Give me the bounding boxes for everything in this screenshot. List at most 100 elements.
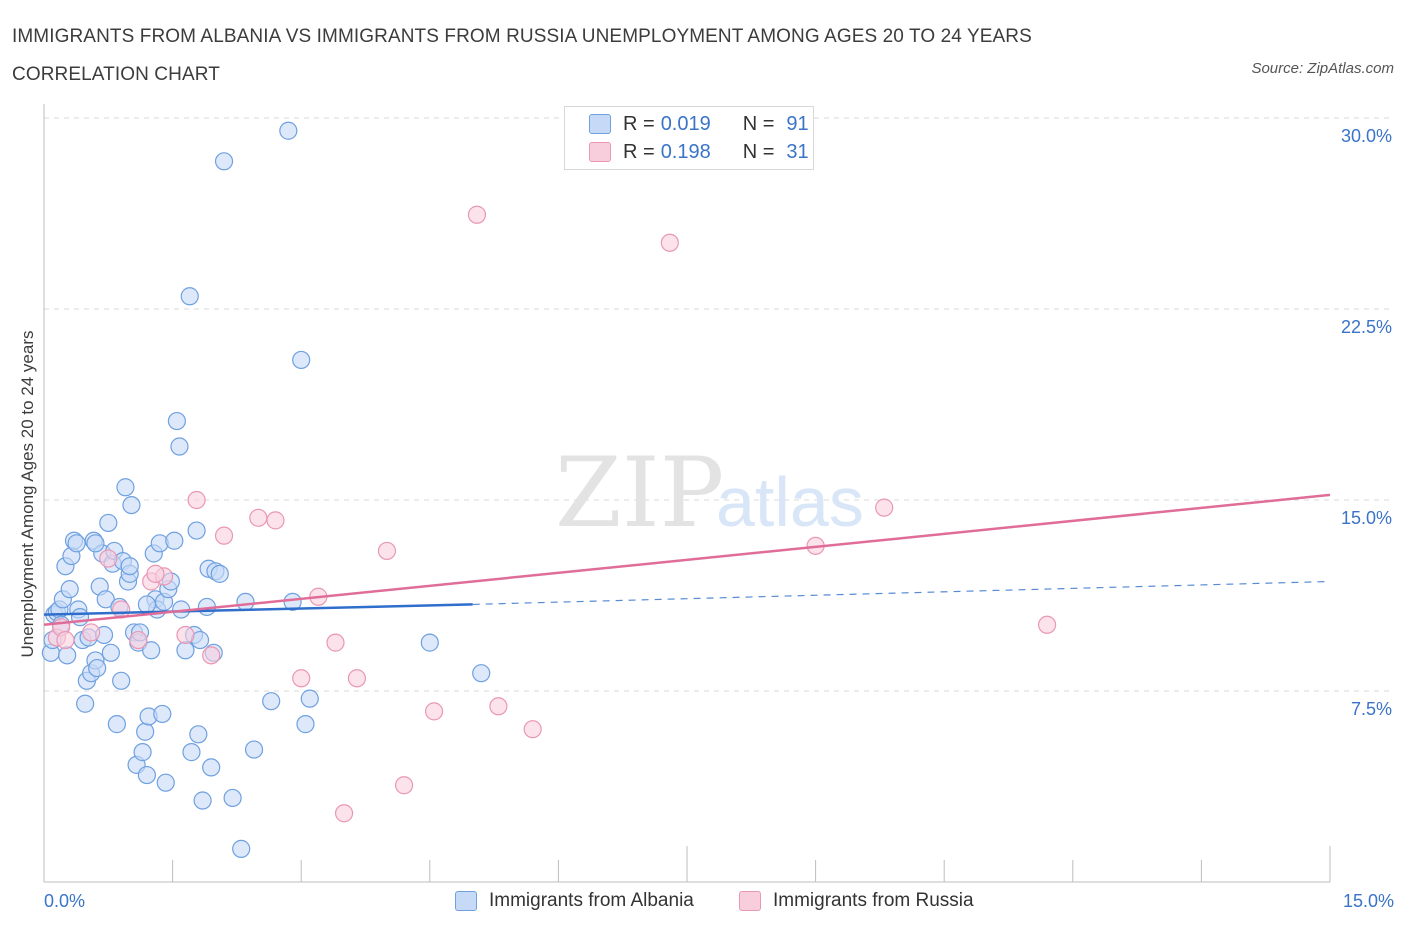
y-tick-label: 22.5% (1341, 317, 1392, 337)
albania-point (86, 534, 105, 553)
bottom-legend-russia: Immigrants from Russia (739, 890, 974, 912)
albania-point (180, 287, 199, 306)
russia-point (347, 669, 367, 688)
series-albania-points (41, 121, 491, 858)
albania-point (214, 152, 234, 171)
albania-point (283, 592, 302, 611)
y-tick-label: 30.0% (1341, 126, 1392, 146)
albania-point (107, 715, 126, 734)
albania-legend-swatch (455, 891, 477, 911)
albania-point (137, 595, 156, 614)
albania-point (70, 608, 90, 627)
correlation-legend: R = 0.019 N = 91 R = 0.198 N = 31 (564, 106, 814, 170)
albania-point (112, 671, 131, 690)
russia-swatch (589, 142, 611, 162)
y-tick-label: 7.5% (1351, 699, 1392, 719)
russia-r-value: 0.198 (660, 140, 711, 163)
albania-point (262, 692, 281, 711)
axes: 7.5% 15.0% 22.5% 30.0% (43, 104, 1392, 883)
x-tick-label-max: 15.0% (1342, 891, 1394, 911)
albania-point (187, 521, 206, 540)
albania-r-value: 0.019 (660, 112, 711, 135)
albania-swatch (589, 114, 611, 134)
albania-point (232, 839, 251, 858)
russia-point (660, 233, 679, 252)
albania-point (96, 590, 115, 609)
albania-point (170, 437, 189, 456)
russia-point (176, 625, 195, 645)
russia-n-value: 31 (786, 140, 809, 163)
albania-point (122, 495, 141, 515)
russia-point (394, 776, 414, 795)
albania-trend-extension (472, 580, 1331, 606)
albania-point (420, 633, 439, 652)
russia-point (334, 804, 354, 823)
russia-point (56, 630, 75, 650)
albania-point (136, 722, 155, 741)
legend-row-albania: R = 0.019 N = 91 (589, 112, 809, 136)
albania-point (202, 758, 221, 777)
albania-point (296, 715, 315, 734)
russia-point (249, 508, 268, 527)
albania-point (236, 592, 255, 611)
albania-point (76, 694, 95, 713)
n-label: N = (742, 140, 775, 163)
albania-point (120, 557, 139, 576)
legend-row-russia: R = 0.198 N = 31 (589, 140, 809, 164)
albania-point (167, 411, 186, 431)
albania-point (156, 773, 175, 792)
trend-lines (43, 493, 1331, 627)
albania-point (244, 740, 264, 759)
albania-legend-label: Immigrants from Albania (489, 890, 694, 911)
russia-legend-label: Immigrants from Russia (773, 890, 974, 911)
albania-point (176, 641, 195, 660)
albania-point (189, 725, 208, 744)
russia-point (129, 630, 148, 650)
r-label: R = (623, 112, 655, 135)
russia-trend-line (43, 493, 1331, 627)
albania-point (210, 564, 229, 583)
albania-point (165, 531, 184, 550)
albania-point (472, 664, 491, 683)
russia-point (82, 623, 101, 642)
albania-point (137, 765, 156, 785)
n-label: N = (742, 112, 775, 135)
russia-point (214, 526, 234, 545)
albania-point (101, 643, 120, 662)
r-label: R = (623, 140, 655, 163)
source-label: Source: ZipAtlas.com (1251, 60, 1394, 77)
albania-point (60, 580, 79, 599)
y-tick-label: 15.0% (1341, 508, 1392, 528)
watermark-atlas: atlas (716, 463, 864, 541)
albania-point (116, 478, 135, 497)
albania-point (142, 641, 161, 660)
x-tick-label-min: 0.0% (44, 891, 86, 911)
series-russia-points (47, 205, 1057, 823)
russia-point (187, 490, 206, 510)
albania-n-value: 91 (786, 112, 809, 135)
chart-title: IMMIGRANTS FROM ALBANIA VS IMMIGRANTS FR… (12, 26, 1032, 85)
albania-point (67, 534, 86, 553)
watermark-zip: ZIP (555, 437, 724, 549)
albania-trend-line (43, 603, 473, 616)
russia-point (875, 498, 894, 517)
russia-point (523, 720, 542, 739)
bottom-legend-albania: Immigrants from Albania (455, 890, 694, 912)
russia-point (377, 541, 397, 561)
russia-point (1037, 615, 1057, 634)
albania-point (292, 350, 311, 370)
albania-point (223, 788, 242, 808)
russia-point (146, 564, 165, 583)
albania-point (193, 791, 212, 810)
albania-point (99, 513, 118, 533)
russia-point (489, 697, 508, 716)
russia-point (202, 646, 221, 665)
russia-point (266, 511, 285, 530)
albania-point (182, 743, 201, 762)
russia-point (326, 633, 345, 652)
albania-point (133, 743, 152, 762)
russia-point (99, 549, 118, 568)
albania-point (300, 689, 319, 708)
albania-point (153, 704, 172, 724)
